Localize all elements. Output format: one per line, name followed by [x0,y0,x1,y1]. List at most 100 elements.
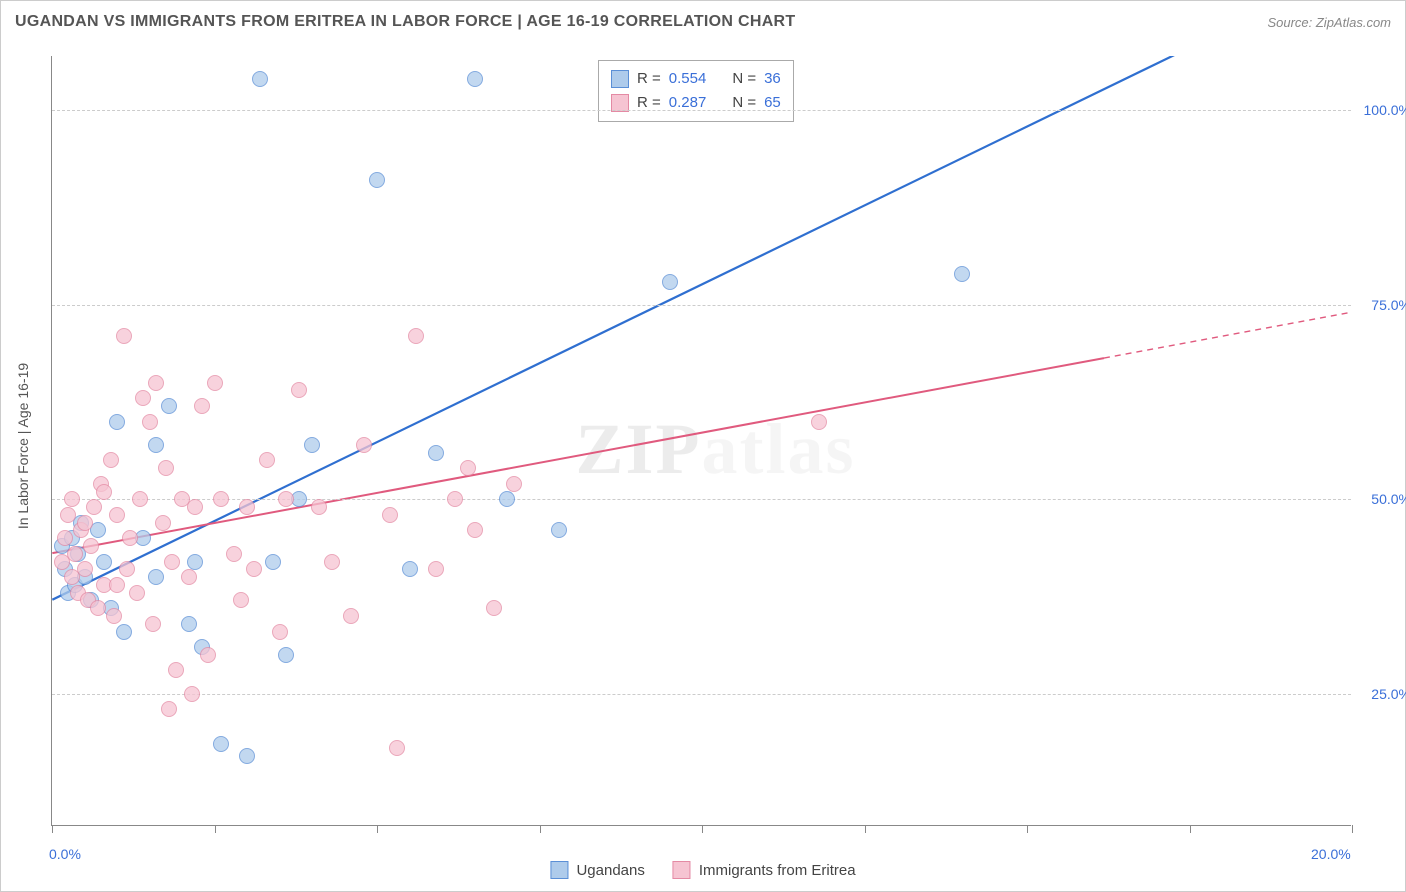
scatter-point [467,71,483,87]
scatter-point [278,647,294,663]
scatter-point [103,452,119,468]
trend-lines [52,56,1351,825]
gridline [52,694,1351,695]
scatter-point [428,561,444,577]
x-tick [1027,825,1028,833]
scatter-point [90,600,106,616]
scatter-point [239,499,255,515]
scatter-point [467,522,483,538]
scatter-point [382,507,398,523]
scatter-point [116,624,132,640]
scatter-point [158,460,174,476]
scatter-point [155,515,171,531]
scatter-point [77,515,93,531]
scatter-point [194,398,210,414]
scatter-point [213,736,229,752]
scatter-point [164,554,180,570]
scatter-point [356,437,372,453]
scatter-point [109,507,125,523]
stats-legend: R =0.554N =36R =0.287N =65 [598,60,794,122]
scatter-point [119,561,135,577]
x-tick [1352,825,1353,833]
scatter-point [207,375,223,391]
scatter-point [184,686,200,702]
legend-r-value: 0.554 [669,67,707,91]
scatter-point [83,538,99,554]
y-tick-label: 25.0% [1356,686,1406,702]
scatter-point [324,554,340,570]
legend-n-value: 36 [764,67,781,91]
scatter-point [402,561,418,577]
scatter-point [259,452,275,468]
x-tick-label: 20.0% [1311,846,1351,862]
legend-swatch [611,94,629,112]
x-tick [377,825,378,833]
scatter-point [428,445,444,461]
scatter-point [116,328,132,344]
scatter-point [447,491,463,507]
scatter-point [109,577,125,593]
scatter-point [187,499,203,515]
scatter-point [954,266,970,282]
scatter-point [135,390,151,406]
legend-swatch [550,861,568,879]
scatter-point [239,748,255,764]
scatter-point [265,554,281,570]
legend-item: Ugandans [550,861,644,879]
scatter-point [408,328,424,344]
scatter-point [187,554,203,570]
scatter-point [343,608,359,624]
scatter-point [811,414,827,430]
scatter-point [200,647,216,663]
scatter-point [57,530,73,546]
scatter-point [148,569,164,585]
legend-row: R =0.554N =36 [611,67,781,91]
scatter-point [311,499,327,515]
scatter-point [460,460,476,476]
scatter-point [122,530,138,546]
scatter-point [64,491,80,507]
scatter-point [96,484,112,500]
scatter-point [168,662,184,678]
scatter-point [213,491,229,507]
scatter-point [551,522,567,538]
scatter-point [96,554,112,570]
scatter-point [272,624,288,640]
scatter-point [145,616,161,632]
gridline [52,110,1351,111]
scatter-point [389,740,405,756]
y-tick-label: 100.0% [1356,102,1406,118]
x-tick-label: 0.0% [49,846,81,862]
scatter-point [181,616,197,632]
plot-area: ZIPatlas R =0.554N =36R =0.287N =65 25.0… [51,56,1351,826]
scatter-point [252,71,268,87]
x-tick [1190,825,1191,833]
y-axis-label: In Labor Force | Age 16-19 [15,363,31,529]
x-tick [540,825,541,833]
scatter-point [161,701,177,717]
chart-container: UGANDAN VS IMMIGRANTS FROM ERITREA IN LA… [0,0,1406,892]
scatter-point [86,499,102,515]
legend-r-label: R = [637,67,661,91]
scatter-point [148,437,164,453]
scatter-point [142,414,158,430]
scatter-point [106,608,122,624]
scatter-point [132,491,148,507]
scatter-point [129,585,145,601]
scatter-point [148,375,164,391]
legend-item: Immigrants from Eritrea [673,861,856,879]
x-tick [702,825,703,833]
scatter-point [233,592,249,608]
source-attribution: Source: ZipAtlas.com [1267,15,1391,30]
series-legend: Ugandans Immigrants from Eritrea [550,861,855,879]
scatter-point [662,274,678,290]
scatter-point [67,546,83,562]
legend-series-label: Immigrants from Eritrea [699,862,856,879]
x-tick [52,825,53,833]
legend-swatch [611,70,629,88]
scatter-point [486,600,502,616]
x-tick [865,825,866,833]
scatter-point [60,507,76,523]
scatter-point [369,172,385,188]
scatter-point [304,437,320,453]
